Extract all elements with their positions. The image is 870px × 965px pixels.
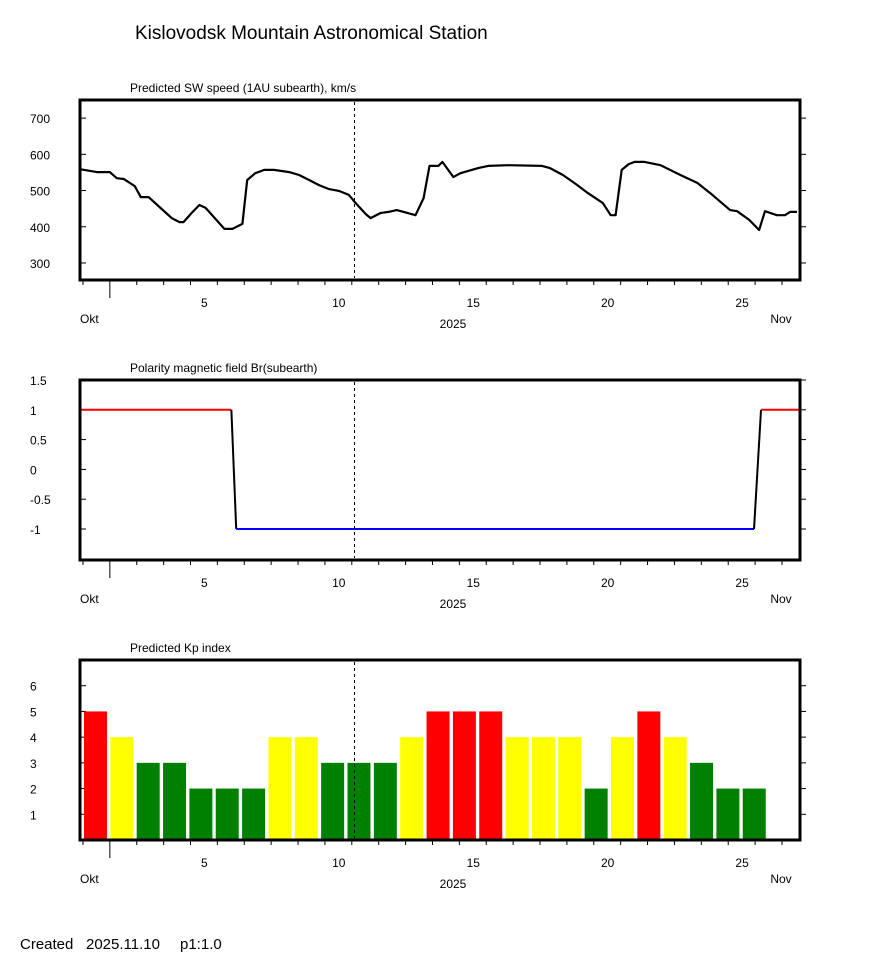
panel-title: Polarity magnetic field Br(subearth) [130, 361, 317, 375]
x-month-start: Okt [80, 592, 99, 606]
x-tick-label: 15 [467, 576, 481, 590]
kp-bar [690, 762, 714, 840]
y-tick-label: 1 [30, 808, 37, 822]
y-tick-label: 0 [30, 463, 37, 477]
kp-bar [294, 737, 318, 840]
kp-bar [452, 711, 476, 840]
footer-page: p1:1.0 [180, 936, 222, 953]
x-tick-label: 5 [201, 856, 208, 870]
kp-bar [215, 788, 239, 840]
x-tick-label: 20 [601, 296, 615, 310]
footer-created-label: Created [20, 936, 73, 953]
kp-bar [189, 788, 213, 840]
kp-bar [584, 788, 608, 840]
x-tick-label: 15 [467, 296, 481, 310]
y-tick-label: 3 [30, 757, 37, 771]
x-tick-label: 25 [735, 296, 749, 310]
x-year-label: 2025 [440, 317, 467, 331]
y-tick-label: 2 [30, 783, 37, 797]
kp-bar [742, 788, 766, 840]
kp-bar [373, 762, 397, 840]
x-tick-label: 10 [332, 576, 346, 590]
kp-bar [663, 737, 687, 840]
kp-bar [611, 737, 634, 840]
y-tick-label: -0.5 [30, 493, 51, 507]
kp-bar [163, 762, 187, 840]
x-tick-label: 10 [332, 296, 346, 310]
x-month-end: Nov [770, 312, 791, 326]
x-tick-label: 10 [332, 856, 346, 870]
kp-bar [479, 711, 503, 840]
x-month-start: Okt [80, 872, 99, 886]
polarity-segment [230, 409, 238, 530]
kp-bar [505, 737, 529, 840]
y-tick-label: 600 [30, 148, 50, 162]
kp-bar [242, 788, 266, 840]
page-title: Kislovodsk Mountain Astronomical Station [135, 23, 488, 44]
kp-bar [84, 711, 107, 840]
y-tick-label: 5 [30, 705, 37, 719]
y-tick-label: 4 [30, 731, 37, 745]
kp-bar [531, 737, 555, 840]
kp-bar [716, 788, 740, 840]
kp-bar [558, 737, 582, 840]
x-tick-label: 25 [735, 856, 749, 870]
kp-bar [637, 711, 661, 840]
y-tick-label: 6 [30, 680, 37, 694]
x-tick-label: 5 [201, 296, 208, 310]
y-tick-label: 0.5 [30, 434, 47, 448]
y-tick-label: -1 [30, 523, 41, 537]
x-month-start: Okt [80, 312, 99, 326]
plot-frame [78, 378, 802, 562]
x-tick-label: 5 [201, 576, 208, 590]
y-tick-label: 300 [30, 257, 50, 271]
kp-bar [136, 762, 160, 840]
y-tick-label: 1.5 [30, 374, 47, 388]
plot-frame [78, 98, 802, 282]
x-tick-label: 15 [467, 856, 481, 870]
panel-title: Predicted SW speed (1AU subearth), km/s [130, 81, 356, 95]
y-tick-label: 500 [30, 185, 50, 199]
footer-date: 2025.11.10 [86, 936, 160, 953]
x-tick-label: 25 [735, 576, 749, 590]
kp-bar [268, 737, 292, 840]
x-tick-label: 20 [601, 856, 615, 870]
plot-frame [78, 658, 802, 842]
panel-title: Predicted Kp index [130, 641, 231, 655]
x-year-label: 2025 [440, 597, 467, 611]
kp-bar [426, 711, 450, 840]
y-tick-label: 1 [30, 404, 37, 418]
kp-bar [110, 737, 134, 840]
kp-bar [321, 762, 345, 840]
x-month-end: Nov [770, 872, 791, 886]
sw-speed-line [79, 160, 797, 232]
y-tick-label: 400 [30, 221, 50, 235]
kp-bar [400, 737, 424, 840]
polarity-segment [753, 409, 763, 530]
x-year-label: 2025 [440, 877, 467, 891]
x-month-end: Nov [770, 592, 791, 606]
y-tick-label: 700 [30, 112, 50, 126]
kp-bar [347, 762, 371, 840]
x-tick-label: 20 [601, 576, 615, 590]
